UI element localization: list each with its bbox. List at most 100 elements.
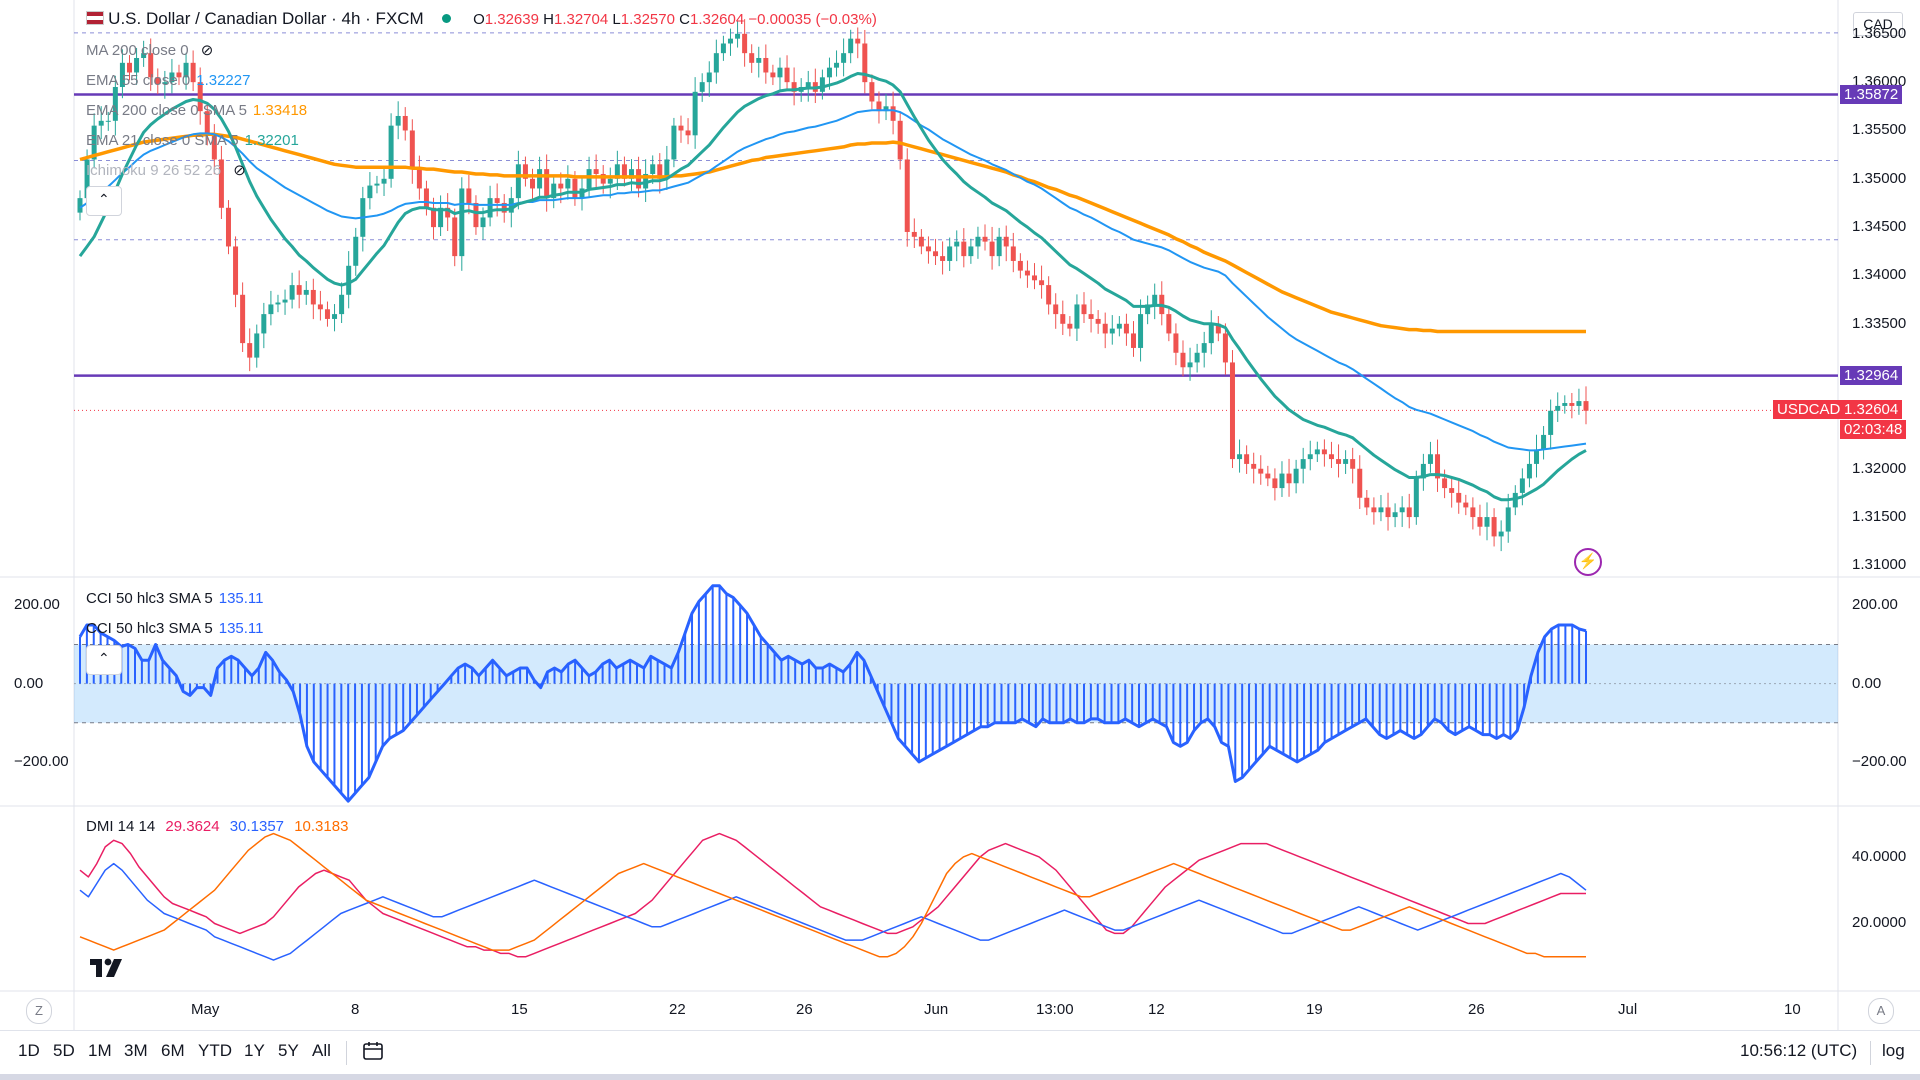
candle-body xyxy=(1032,275,1038,281)
candle-body xyxy=(1003,236,1009,247)
candle-body xyxy=(1229,362,1235,460)
candle-body xyxy=(1484,517,1490,527)
log-scale-toggle[interactable]: log xyxy=(1882,1041,1905,1060)
last-price-tag: 1.32604 xyxy=(1840,400,1903,420)
utc-clock[interactable]: 10:56:12 (UTC) xyxy=(1740,1041,1858,1060)
candle-body xyxy=(883,106,889,112)
candle-body xyxy=(968,246,974,257)
collapse-cci-legend-button[interactable]: ⌃ xyxy=(86,645,122,675)
range-1m[interactable]: 1M xyxy=(88,1041,112,1060)
dmi-legend[interactable]: DMI 14 14 29.3624 30.1357 10.3183 xyxy=(86,818,349,835)
horizontal-line-price-tag[interactable]: 1.35872 xyxy=(1840,84,1903,104)
candle-body xyxy=(565,178,571,189)
candle-body xyxy=(1413,478,1419,518)
indicator-legend-ema55[interactable]: EMA 55 close 0 1.32227 xyxy=(86,72,251,89)
candle-body xyxy=(310,289,316,305)
symbol-legend: U.S. Dollar / Canadian Dollar · 4h · FXC… xyxy=(86,10,877,29)
ema21-line xyxy=(78,72,1587,502)
calendar-icon[interactable] xyxy=(362,1041,384,1061)
auto-scale-button[interactable]: A xyxy=(1868,998,1894,1024)
candle-body xyxy=(586,169,592,189)
dmi-series-line-2 xyxy=(79,832,1586,958)
symbol-title[interactable]: U.S. Dollar / Canadian Dollar · 4h · FXC… xyxy=(108,9,424,28)
bottom-scroll-strip xyxy=(0,1074,1920,1080)
candle-body xyxy=(218,159,224,208)
candle-body xyxy=(197,82,203,112)
candle-body xyxy=(791,82,797,92)
dmi-pane[interactable] xyxy=(79,832,1587,961)
range-all[interactable]: All xyxy=(312,1041,331,1060)
cci-legend-2[interactable]: CCI 50 hlc3 SMA 5 135.11 xyxy=(86,620,264,637)
candle-body xyxy=(848,38,854,54)
candle-body xyxy=(777,67,783,78)
candle-body xyxy=(445,207,451,218)
candle-body xyxy=(91,125,97,160)
lightning-icon[interactable]: ⚡ xyxy=(1574,548,1602,576)
candle-body xyxy=(1519,478,1525,493)
candle-body xyxy=(1017,260,1023,271)
candle-body xyxy=(1222,333,1228,363)
hidden-eye-icon[interactable]: ⊘ xyxy=(233,162,246,179)
candle-body xyxy=(346,265,352,295)
collapse-legend-button[interactable]: ⌃ xyxy=(86,186,122,216)
zoom-reset-button[interactable]: Z xyxy=(26,998,52,1024)
toolbar-separator xyxy=(1870,1041,1871,1065)
candle-body xyxy=(537,169,543,189)
indicator-legend-ema200[interactable]: EMA 200 close 0 SMA 5 1.33418 xyxy=(86,102,308,119)
indicator-legend-ema21[interactable]: EMA 21 close 0 SMA 5 1.32201 xyxy=(86,132,299,149)
candle-body xyxy=(664,159,670,179)
candle-body xyxy=(770,72,776,78)
currency-selector[interactable]: CAD xyxy=(1853,12,1903,36)
time-label: 15 xyxy=(511,1001,528,1018)
candle-body xyxy=(925,246,931,252)
candle-body xyxy=(1208,323,1214,344)
candle-body xyxy=(1321,449,1327,455)
candle-body xyxy=(890,106,896,121)
indicator-legend-ichimoku[interactable]: Ichimoku 9 26 52 26 ⊘ xyxy=(86,162,246,179)
flag-icon xyxy=(86,11,104,25)
candle-body xyxy=(1244,454,1250,464)
candle-body xyxy=(1194,352,1200,363)
candle-body xyxy=(240,294,246,344)
range-6m[interactable]: 6M xyxy=(161,1041,185,1060)
range-1y[interactable]: 1Y xyxy=(244,1041,265,1060)
candle-body xyxy=(876,101,882,112)
time-label: May xyxy=(191,1001,220,1018)
range-5y[interactable]: 5Y xyxy=(278,1041,299,1060)
candle-body xyxy=(1541,434,1547,450)
candle-body xyxy=(402,115,408,131)
range-ytd[interactable]: YTD xyxy=(198,1041,232,1060)
bottom-toolbar: 1D 5D 1M 3M 6M YTD 1Y 5Y All 10:56:12 (U… xyxy=(0,1030,1920,1075)
candle-body xyxy=(289,285,295,300)
time-label: 13:00 xyxy=(1036,1001,1074,1018)
hidden-eye-icon[interactable]: ⊘ xyxy=(200,42,214,59)
cci-legend-1[interactable]: CCI 50 hlc3 SMA 5 135.11 xyxy=(86,590,264,607)
candle-body xyxy=(855,38,861,44)
candle-body xyxy=(763,57,769,73)
horizontal-line-price-tag[interactable]: 1.32964 xyxy=(1840,365,1903,385)
price-tick: 1.31000 xyxy=(1852,556,1907,574)
price-tick: 1.36500 xyxy=(1852,24,1907,42)
candle-body xyxy=(1088,314,1094,319)
candle-body xyxy=(282,299,288,303)
range-1d[interactable]: 1D xyxy=(18,1041,40,1060)
candle-body xyxy=(416,169,422,189)
candle-body xyxy=(530,178,536,189)
range-3m[interactable]: 3M xyxy=(124,1041,148,1060)
candle-body xyxy=(961,241,967,257)
candle-body xyxy=(204,111,210,136)
candle-body xyxy=(911,231,917,237)
candle-body xyxy=(1449,488,1455,493)
indicator-legend-ma200[interactable]: MA 200 close 0 ⊘ xyxy=(86,42,214,59)
candle-body xyxy=(628,169,634,179)
candle-body xyxy=(692,91,698,136)
candle-body xyxy=(869,82,875,102)
range-5d[interactable]: 5D xyxy=(53,1041,75,1060)
price-tick: 1.33500 xyxy=(1852,314,1907,332)
candle-body xyxy=(98,120,104,126)
candle-body xyxy=(1505,507,1511,532)
main-price-pane[interactable] xyxy=(74,19,1838,552)
candle-body xyxy=(176,72,182,78)
cci-pane[interactable] xyxy=(74,584,1838,803)
